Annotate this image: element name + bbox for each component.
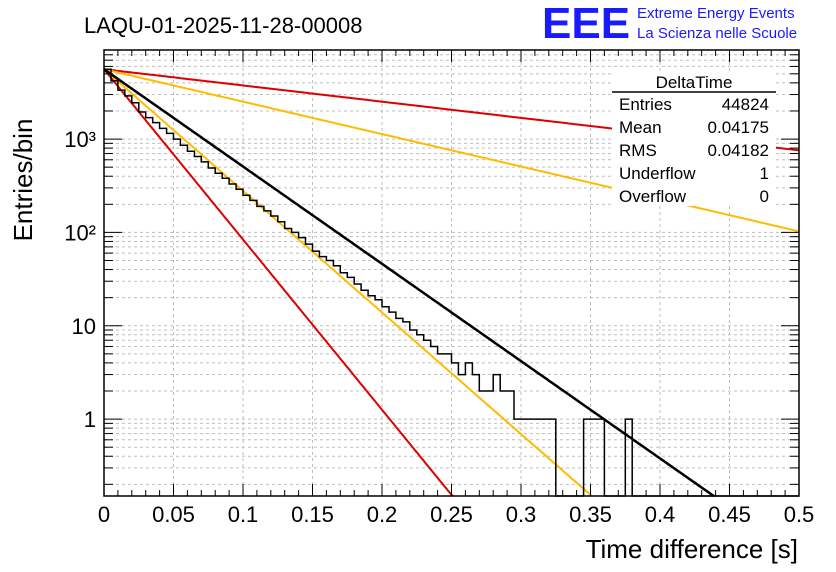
logo-line-1: Extreme Energy Events xyxy=(637,5,795,22)
x-tick-labels: 0 0.05 0.1 0.15 0.2 0.25 0.3 0.35 0.4 0.45 0.5 xyxy=(98,502,814,527)
stats-value: 44824 xyxy=(722,95,769,114)
fit-line xyxy=(103,68,715,498)
stats-box: DeltaTime Entries 44824 Mean 0.04175 RMS… xyxy=(612,72,776,206)
stats-label: Overflow xyxy=(619,187,687,206)
x-tick-label: 0.4 xyxy=(645,502,676,527)
stats-value: 1 xyxy=(760,164,769,183)
axis-ticks xyxy=(103,50,800,496)
y-tick-label: 1 xyxy=(84,407,96,432)
y-axis-label: Entries/bin xyxy=(8,119,38,242)
exponential-fit-line xyxy=(103,68,715,498)
x-tick-label: 0.05 xyxy=(152,502,195,527)
stats-label: Mean xyxy=(619,118,662,137)
stats-value: 0.04182 xyxy=(708,141,769,160)
x-tick-label: 0.2 xyxy=(367,502,398,527)
stats-label: RMS xyxy=(619,141,657,160)
x-tick-label: 0.25 xyxy=(430,502,473,527)
x-axis-label: Time difference [s] xyxy=(586,534,798,564)
x-tick-label: 0.35 xyxy=(569,502,612,527)
band-line-red xyxy=(103,68,454,497)
x-tick-label: 0 xyxy=(98,502,110,527)
stats-label: Entries xyxy=(619,95,672,114)
stats-name: DeltaTime xyxy=(656,73,733,92)
x-tick-label: 0.5 xyxy=(784,502,815,527)
y-tick-label: 10² xyxy=(64,220,96,245)
y-tick-label: 10 xyxy=(72,314,96,339)
x-tick-label: 0.1 xyxy=(228,502,259,527)
x-tick-label: 0.45 xyxy=(708,502,751,527)
histogram-outline xyxy=(104,68,799,497)
eee-logo-text: EEE xyxy=(542,0,630,48)
y-tick-label: 10³ xyxy=(64,127,96,152)
histogram-bars xyxy=(104,68,799,497)
x-tick-label: 0.3 xyxy=(506,502,537,527)
run-title: LAQU-01-2025-11-28-00008 xyxy=(84,13,362,38)
stats-value: 0 xyxy=(760,187,769,206)
stats-label: Underflow xyxy=(619,164,696,183)
logo-line-2: La Scienza nelle Scuole xyxy=(637,25,797,42)
x-tick-label: 0.15 xyxy=(291,502,334,527)
stats-value: 0.04175 xyxy=(708,118,769,137)
band-line-yellow xyxy=(103,68,593,497)
y-tick-labels: 1 10 10² 10³ xyxy=(64,127,96,432)
